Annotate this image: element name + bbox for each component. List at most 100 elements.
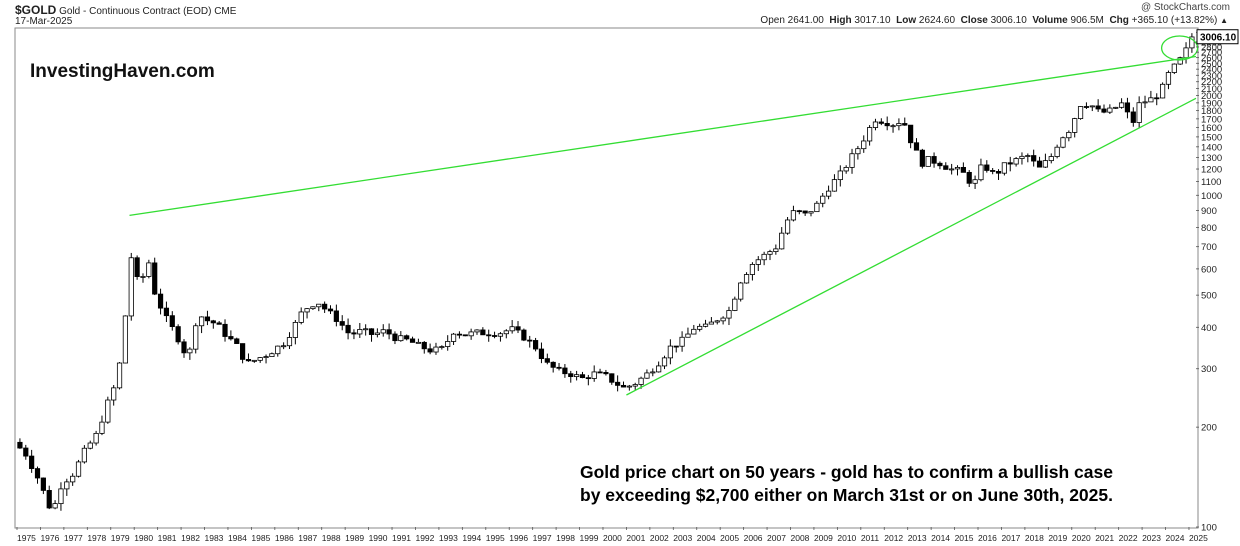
candle-body bbox=[193, 325, 199, 350]
candle-body bbox=[87, 442, 93, 449]
candle-body bbox=[1031, 155, 1037, 162]
chg-arrow: ▲ bbox=[1220, 16, 1228, 25]
x-tick-label: 2024 bbox=[1166, 533, 1185, 543]
candle-body bbox=[503, 330, 509, 335]
candle-body bbox=[46, 490, 52, 509]
volume-value: 906.5M bbox=[1070, 15, 1104, 26]
candle-body bbox=[509, 326, 515, 332]
candle-body bbox=[779, 232, 785, 250]
candle-body bbox=[661, 357, 668, 367]
candle-body bbox=[1148, 97, 1154, 103]
candle-body bbox=[386, 329, 392, 335]
y-tick-label: 1400 bbox=[1201, 142, 1222, 153]
candle-body bbox=[544, 358, 550, 363]
candle-body bbox=[421, 341, 427, 350]
volume-label: Volume bbox=[1032, 15, 1068, 26]
low-label: Low bbox=[896, 15, 917, 26]
candle-body bbox=[861, 140, 867, 150]
y-tick-label: 200 bbox=[1201, 423, 1217, 434]
candle-body bbox=[292, 322, 298, 338]
x-tick-label: 2014 bbox=[931, 533, 950, 543]
candle-body bbox=[1072, 118, 1078, 133]
candle-body bbox=[17, 441, 23, 449]
ohlc-readout: Open 2641.00 High 3017.10 Low 2624.60 Cl… bbox=[760, 15, 1228, 26]
candle-body bbox=[198, 316, 205, 327]
candle-body bbox=[738, 282, 744, 300]
candle-body bbox=[550, 361, 556, 368]
candle-body bbox=[187, 348, 193, 354]
candle-body bbox=[52, 503, 58, 509]
candle-body bbox=[579, 374, 586, 379]
x-tick-label: 2021 bbox=[1095, 533, 1114, 543]
x-tick-label: 1997 bbox=[533, 533, 552, 543]
candle-body bbox=[679, 336, 685, 347]
candle-body bbox=[427, 348, 433, 353]
candle-body bbox=[486, 334, 492, 337]
candle-body bbox=[240, 343, 246, 360]
chart-symbol-line: $GOLD Gold - Continuous Contract (EOD) C… bbox=[15, 3, 236, 17]
candle-body bbox=[978, 164, 984, 181]
candle-body bbox=[667, 345, 673, 359]
x-tick-label: 2025 bbox=[1189, 533, 1208, 543]
candle-body bbox=[767, 251, 773, 255]
candle-body bbox=[310, 306, 316, 310]
x-tick-label: 2001 bbox=[626, 533, 645, 543]
candle-body bbox=[884, 122, 890, 127]
candle-body bbox=[620, 384, 627, 388]
candle-body bbox=[896, 123, 902, 127]
symbol: $GOLD bbox=[15, 3, 57, 17]
candle-body bbox=[450, 333, 457, 342]
candle-body bbox=[702, 323, 709, 327]
candle-body bbox=[1001, 162, 1007, 174]
open-value: 2641.00 bbox=[787, 15, 824, 26]
candle-body bbox=[943, 165, 949, 170]
candle-body bbox=[75, 461, 82, 477]
candle-body bbox=[644, 372, 650, 379]
highlight-circle bbox=[1160, 35, 1199, 61]
x-tick-label: 2004 bbox=[697, 533, 716, 543]
x-axis: 1975 1976 1977 1978 1979 1980 1981 1982 1983 1984… bbox=[16, 527, 1208, 543]
x-tick-label: 2018 bbox=[1025, 533, 1044, 543]
candle-body bbox=[743, 274, 750, 284]
candle-body bbox=[468, 331, 474, 337]
candle-body bbox=[925, 156, 931, 167]
y-tick-label: 900 bbox=[1201, 206, 1217, 217]
candle-body bbox=[849, 153, 855, 168]
candle-body bbox=[286, 337, 293, 347]
exchange: CME bbox=[214, 6, 237, 17]
x-tick-label: 1995 bbox=[486, 533, 505, 543]
candle-body bbox=[1019, 155, 1025, 159]
candle-body bbox=[263, 356, 269, 359]
candle-body bbox=[146, 262, 152, 277]
chart-credit: @ StockCharts.com bbox=[1140, 2, 1230, 13]
candle-body bbox=[802, 210, 808, 214]
x-tick-label: 1987 bbox=[298, 533, 317, 543]
candle-body bbox=[720, 317, 726, 322]
x-tick-label: 2008 bbox=[790, 533, 809, 543]
y-tick-label: 2700 bbox=[1201, 48, 1222, 59]
candle-body bbox=[222, 323, 228, 337]
x-tick-label: 1992 bbox=[415, 533, 434, 543]
candle-body bbox=[784, 219, 791, 234]
candle-body bbox=[1107, 107, 1113, 113]
candle-body bbox=[456, 333, 463, 336]
candle-body bbox=[913, 142, 920, 151]
candle-body bbox=[673, 345, 679, 348]
x-tick-label: 1985 bbox=[251, 533, 270, 543]
trendline bbox=[626, 97, 1197, 396]
candle-body bbox=[1036, 160, 1043, 168]
x-tick-label: 1996 bbox=[509, 533, 528, 543]
candle-body bbox=[128, 257, 134, 317]
candle-body bbox=[831, 179, 838, 192]
y-tick-label: 1100 bbox=[1201, 177, 1221, 188]
x-tick-label: 1976 bbox=[40, 533, 59, 543]
x-tick-label: 1980 bbox=[134, 533, 153, 543]
plot-frame bbox=[14, 27, 1199, 529]
candle-body bbox=[1013, 158, 1019, 165]
candle-body bbox=[937, 162, 943, 167]
candle-body bbox=[169, 315, 175, 328]
candle-body bbox=[1042, 160, 1049, 168]
x-tick-label: 1989 bbox=[345, 533, 364, 543]
candle-body bbox=[656, 365, 662, 373]
